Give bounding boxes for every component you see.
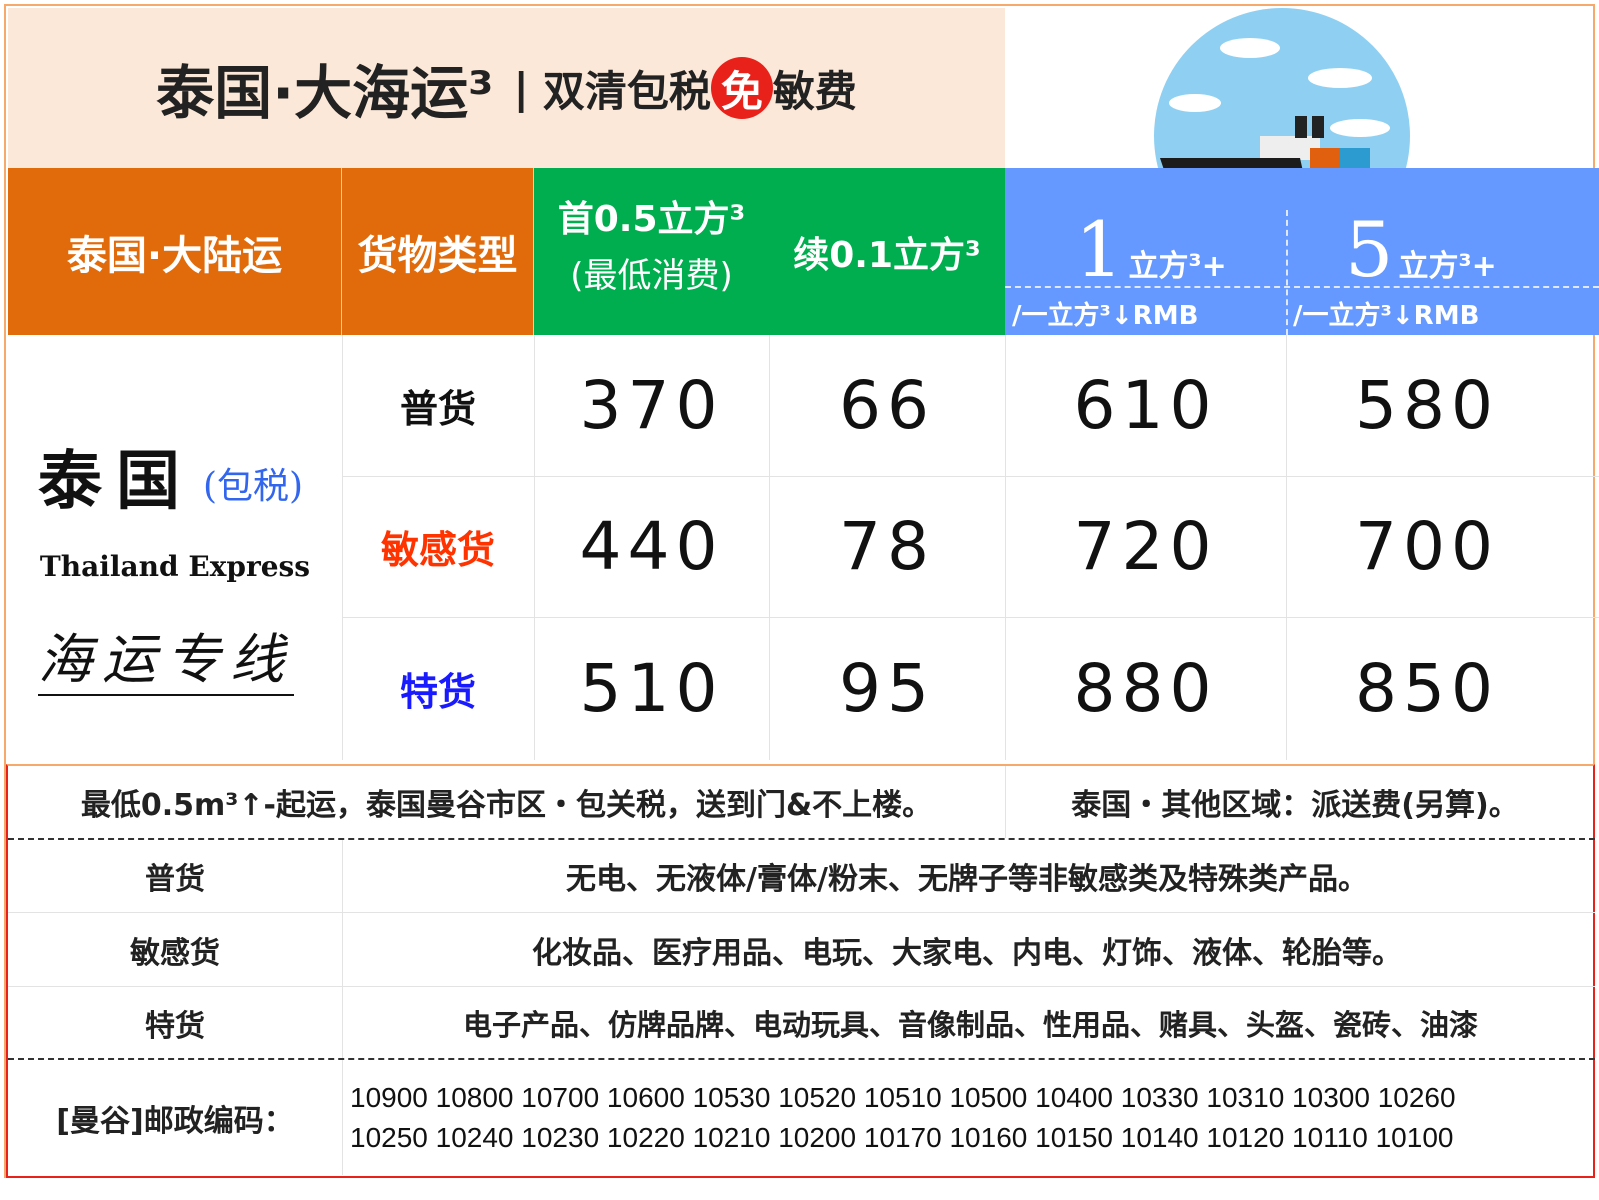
cargo-sensitive: 敏感货	[380, 528, 495, 572]
price-extra: 66	[839, 367, 935, 444]
notes-section	[6, 764, 1595, 1178]
cargo-special: 特货	[399, 670, 476, 714]
note-desc-general: 无电、无液体/膏体/粉末、无牌子等非敏感类及特殊类产品。	[566, 862, 1368, 897]
table-row: 敏感货 440 78 720 700	[342, 476, 1599, 617]
minimum-charge-label: (最低消费)	[570, 256, 733, 296]
price-first: 370	[579, 367, 724, 444]
first-volume-label: 首0.5立方³	[557, 199, 746, 240]
price-tier1: 610	[1073, 367, 1218, 444]
tier2-unit: 立方³+	[1398, 249, 1497, 284]
price-extra: 78	[839, 508, 935, 585]
tier1-per-unit: /一立方³↓RMB	[1012, 301, 1199, 331]
tier-hline	[1005, 286, 1599, 288]
title-sub-after: 敏费	[772, 66, 857, 116]
price-tier1: 880	[1073, 650, 1218, 727]
brand-thailand: 泰国	[38, 444, 194, 519]
header-extra-volume: 续0.1立方³	[793, 234, 981, 276]
tier1-number: 1	[1075, 205, 1124, 294]
title-main: 泰国·大海运³	[156, 59, 494, 127]
price-tier2: 580	[1355, 367, 1499, 444]
note-other-regions: 泰国・其他区域：派送费(另算)。	[1071, 788, 1519, 823]
header-green	[534, 168, 1005, 335]
header-first-volume: 首0.5立方³ (最低消费)	[534, 190, 769, 297]
free-badge: 免	[710, 57, 773, 119]
tier1-header: 1 立方³+	[1075, 205, 1227, 294]
postal-codes-line1: 10900 10800 10700 10600 10530 10520 1051…	[350, 1082, 1456, 1113]
postal-codes-line2: 10250 10240 10230 10220 10210 10200 1017…	[350, 1122, 1454, 1153]
page-title: 泰国·大海运³ | 双清包税 免 敏费	[8, 8, 1005, 168]
header-cargo-type: 货物类型	[342, 168, 534, 335]
price-tier1: 720	[1073, 508, 1218, 585]
price-tier2: 850	[1355, 650, 1499, 727]
price-tier2: 700	[1355, 508, 1499, 585]
note-desc-sensitive: 化妆品、医疗用品、电玩、大家电、内电、灯饰、液体、轮胎等。	[532, 935, 1402, 971]
tier1-unit: 立方³+	[1128, 249, 1227, 284]
price-first: 440	[579, 508, 724, 585]
brand-english: Thailand Express	[39, 550, 311, 583]
title-background	[8, 8, 1005, 168]
postal-code-label: [曼谷]邮政编码：	[56, 1103, 294, 1139]
table-row: 普货 370 66 610 580	[342, 335, 1599, 476]
header-route: 泰国·大陆运	[8, 168, 342, 335]
tier-divider	[1286, 210, 1288, 335]
note-bangkok-delivery: 最低0.5m³↑-起运，泰国曼谷市区・包关税，送到门&不上楼。	[80, 788, 933, 823]
note-label-sensitive: 敏感货	[130, 935, 220, 971]
header-blue	[1005, 168, 1599, 335]
title-sub: 双清包税	[542, 66, 711, 116]
brand-sea-freight: 海运专线	[38, 615, 294, 696]
brand-tax-included: (包税)	[203, 466, 304, 507]
note-label-special: 特货	[145, 1008, 205, 1044]
price-first: 510	[579, 650, 724, 727]
cargo-general: 普货	[399, 387, 476, 431]
note-desc-special: 电子产品、仿牌品牌、电动玩具、音像制品、性用品、赌具、头盔、瓷砖、油漆	[462, 1007, 1478, 1042]
table-row: 特货 510 95 880 850	[342, 617, 1599, 760]
postal-codes: 10900 10800 10700 10600 10530 10520 1051…	[350, 1078, 1590, 1158]
title-separator: |	[513, 63, 529, 113]
note-label-general: 普货	[145, 862, 205, 897]
tier2-header: 5 立方³+	[1345, 205, 1497, 294]
brand-block: 泰国 (包税) Thailand Express 海运专线	[8, 335, 342, 760]
price-extra: 95	[839, 650, 935, 727]
tier2-number: 5	[1345, 205, 1394, 294]
tier2-per-unit: /一立方³↓RMB	[1293, 301, 1480, 331]
